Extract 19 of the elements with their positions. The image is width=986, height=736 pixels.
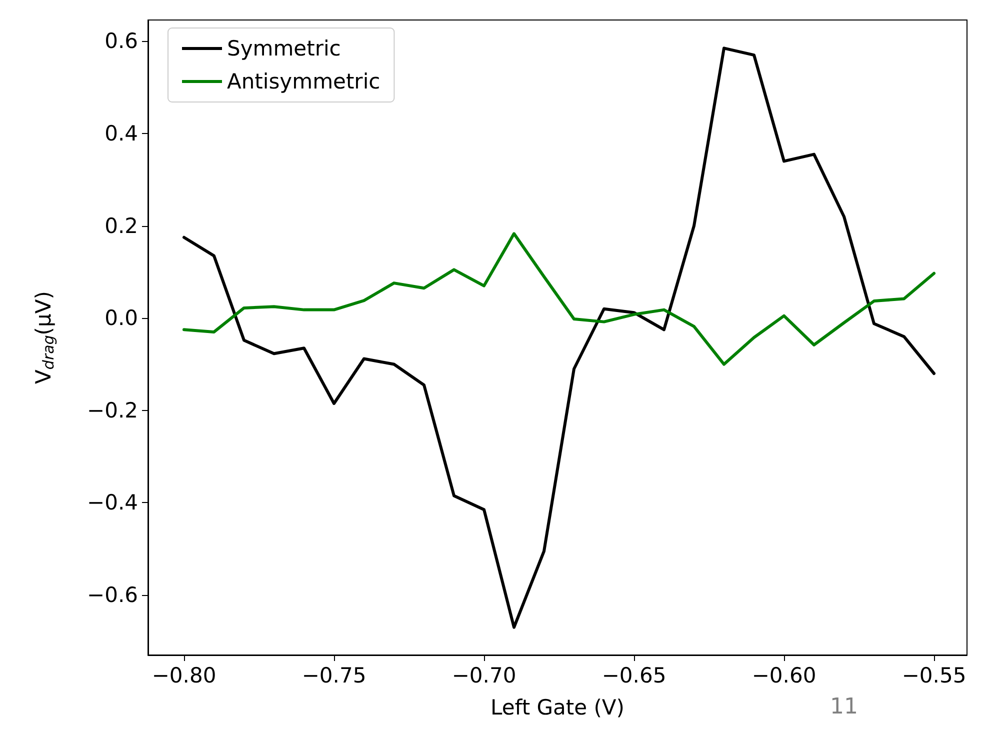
legend-label: Symmetric [227,36,341,60]
y-tick-label: −0.2 [87,398,138,422]
x-tick-label: −0.70 [452,664,516,688]
text: 11 [830,694,858,720]
x-axis-title: Left Gate (V) [490,696,624,720]
x-tick-label: −0.65 [602,664,666,688]
line-series [182,232,936,366]
y-tick-label: −0.6 [87,583,138,608]
x-tick-label: −0.75 [302,664,366,688]
y-tick-label: 0.4 [104,122,138,146]
x-tick-label: −0.55 [902,664,966,688]
x-tick-label: −0.60 [752,664,816,688]
legend-label: Antisymmetric [227,70,380,94]
y-tick-label: 0.0 [104,306,138,330]
y-axis-title: Vdrag(μV) [32,291,58,384]
y-tick-label: 0.2 [104,214,138,238]
x-tick-label: −0.80 [152,664,216,688]
y-tick-label: −0.4 [87,490,138,515]
y-tick-label: 0.6 [104,29,138,54]
